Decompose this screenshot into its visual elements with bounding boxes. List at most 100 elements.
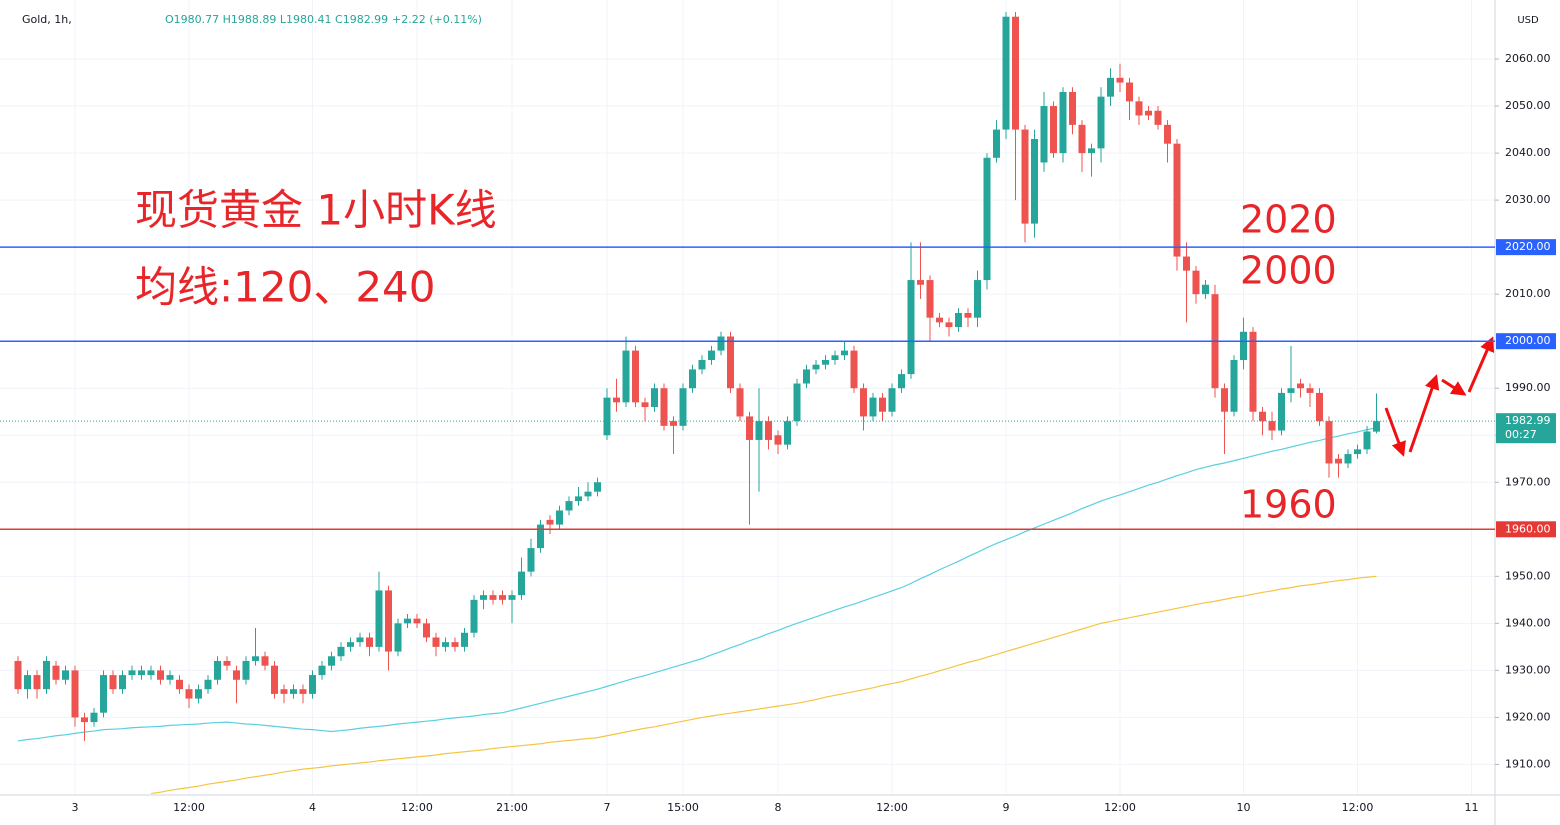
change: +2.22 (+0.11%) — [392, 13, 482, 26]
x-tick-label: 15:00 — [667, 801, 699, 814]
candle-body — [328, 656, 335, 666]
candle-body — [138, 670, 145, 676]
candle-body — [470, 599, 478, 633]
candle-body — [299, 689, 307, 694]
candle-body — [964, 312, 972, 318]
candle-body — [1040, 106, 1048, 163]
candle-body — [1050, 106, 1057, 154]
y-tick-label: 2030.00 — [1505, 193, 1551, 206]
candle-body — [1202, 284, 1209, 295]
candle-body — [1344, 454, 1352, 464]
candle-body — [43, 660, 50, 690]
candle-body — [309, 675, 316, 694]
candle-body — [1164, 124, 1171, 144]
candle-body — [1316, 392, 1323, 422]
candle-body — [33, 675, 41, 690]
x-tick-label: 12:00 — [1104, 801, 1136, 814]
candle-body — [52, 665, 60, 680]
x-tick-label: 21:00 — [496, 801, 528, 814]
candle-body — [1287, 388, 1295, 393]
arrow — [1441, 378, 1467, 396]
y-tick-label: 2060.00 — [1505, 52, 1551, 65]
candle-body — [261, 656, 269, 666]
candle-body — [1126, 82, 1133, 102]
symbol: Gold, 1h, — [22, 13, 72, 26]
level-badge — [1496, 239, 1556, 256]
candle-body — [356, 637, 364, 643]
candle-body — [1268, 421, 1276, 431]
x-tick-label: 8 — [775, 801, 782, 814]
candle-body — [784, 421, 791, 445]
y-tick-label: 1940.00 — [1505, 616, 1551, 629]
y-tick-label: 1920.00 — [1505, 710, 1551, 723]
candle-body — [1230, 360, 1238, 412]
candle-body — [774, 435, 782, 445]
candle-body — [831, 355, 839, 360]
candle-body — [109, 675, 117, 690]
candle-body — [717, 336, 725, 351]
candle-body — [1116, 77, 1124, 83]
candle-body — [100, 675, 107, 713]
y-tick-label: 1950.00 — [1505, 569, 1551, 582]
candle-body — [556, 510, 563, 525]
candle-body — [537, 524, 544, 549]
candle-body — [632, 350, 639, 403]
candle-body — [233, 670, 240, 680]
candle-body — [1021, 129, 1029, 224]
candle-body — [71, 670, 79, 718]
candle-body — [660, 388, 668, 426]
candle-body — [860, 388, 867, 417]
candle-body — [62, 670, 69, 680]
candle-body — [451, 642, 459, 647]
candle-body — [461, 632, 468, 647]
candle-body — [280, 689, 288, 694]
candle-body — [1278, 392, 1285, 431]
countdown: 00:27 — [1505, 428, 1537, 441]
candle-body — [1183, 256, 1190, 271]
candle-body — [1002, 16, 1010, 130]
candle-body — [1012, 16, 1019, 130]
candle-body — [898, 374, 905, 389]
arrow — [1467, 336, 1495, 393]
annotation: 2000 — [1240, 249, 1337, 293]
candle-body — [983, 157, 991, 281]
forecast-arrows — [1384, 336, 1495, 457]
moving-average — [17, 427, 1377, 742]
candle-body — [385, 590, 392, 652]
candle-body — [90, 712, 98, 723]
candle-body — [499, 595, 506, 600]
annotation: 2020 — [1240, 198, 1337, 242]
candle-body — [1173, 143, 1181, 257]
candle-body — [1306, 388, 1314, 393]
candle-body — [679, 388, 687, 426]
y-tick-label: 1910.00 — [1505, 757, 1551, 770]
candle-body — [157, 670, 164, 680]
candle-body — [318, 665, 326, 676]
candle-body — [936, 317, 943, 323]
moving-average — [150, 575, 1377, 795]
candle-body — [527, 548, 535, 572]
candle-body — [242, 660, 250, 680]
candle-body — [347, 642, 354, 647]
candle-body — [565, 501, 573, 511]
candle-body — [1325, 421, 1333, 464]
candle-body — [907, 280, 915, 375]
candle-body — [147, 670, 155, 676]
candle-body — [1249, 331, 1257, 412]
candle-body — [746, 416, 753, 440]
candle-body — [1031, 138, 1038, 224]
candle-body — [993, 129, 1000, 158]
y-tick-label: 2040.00 — [1505, 146, 1551, 159]
x-tick-label: 11 — [1465, 801, 1479, 814]
candle-body — [1078, 124, 1086, 154]
title: 现货黄金 1小时K线 — [135, 186, 497, 235]
candle-body — [651, 388, 658, 408]
candle-body — [518, 571, 525, 596]
candle-body — [1069, 91, 1076, 125]
candle-body — [81, 717, 88, 723]
y-tick-label: 1930.00 — [1505, 663, 1551, 676]
candle-body — [413, 618, 421, 624]
candle-body — [252, 656, 259, 661]
candle-body — [375, 590, 383, 647]
candle-body — [584, 491, 592, 497]
